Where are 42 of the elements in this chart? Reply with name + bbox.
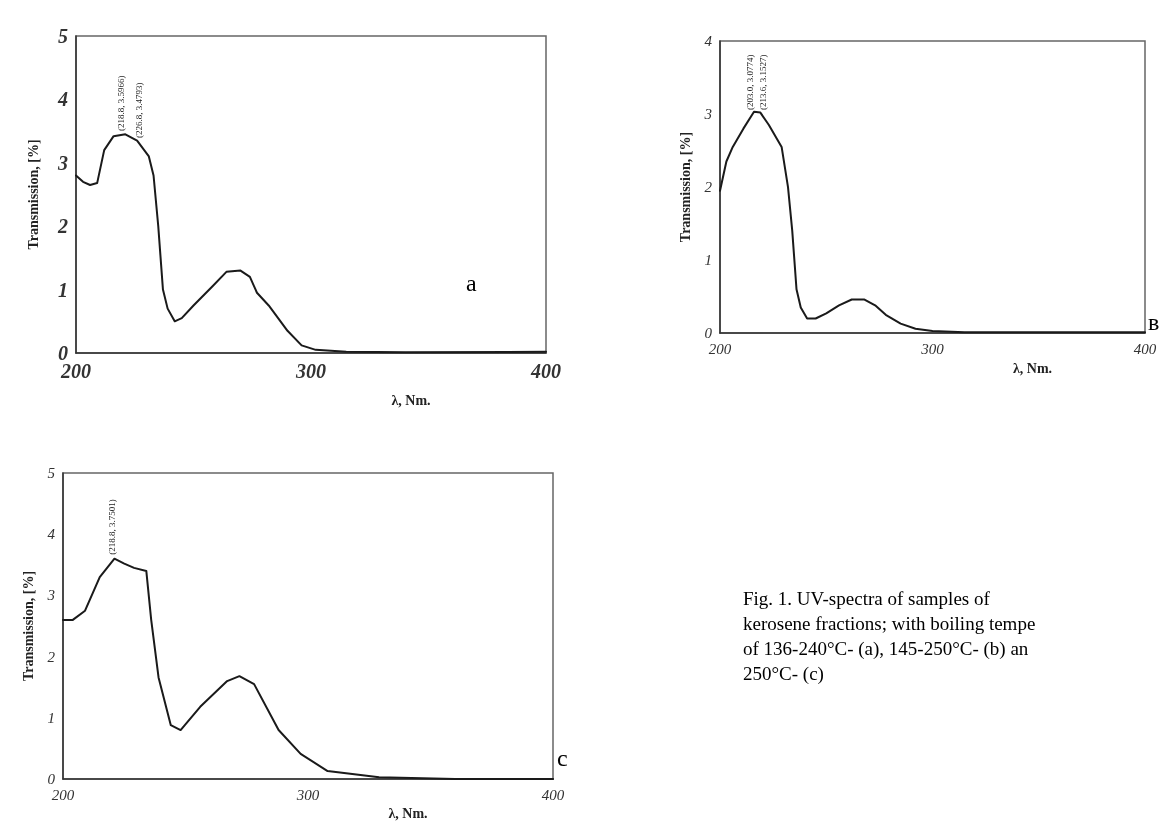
y-tick-label: 5 bbox=[58, 25, 68, 47]
y-tick-label: 0 bbox=[704, 325, 713, 342]
y-tick-label: 2 bbox=[57, 215, 68, 238]
text: c bbox=[557, 744, 568, 771]
y-tick-label: 2 bbox=[704, 179, 713, 196]
x-tick-label: 400 bbox=[1133, 340, 1157, 357]
annotation: (203.0, 3.0774) bbox=[744, 54, 755, 111]
y-axis-title: Transmission, [%] bbox=[20, 570, 36, 682]
annotation: (218.8, 3.7501) bbox=[107, 499, 117, 555]
y-tick-label: 3 bbox=[57, 151, 68, 174]
x-tick-label: 400 bbox=[530, 360, 561, 382]
annotation: (218.8, 3.5966) bbox=[115, 75, 126, 131]
y-tick-label: 1 bbox=[704, 252, 712, 269]
text: 250°C- (c) bbox=[743, 662, 825, 686]
y-tick-label: 5 bbox=[47, 465, 56, 481]
y-axis-title: Transmission, [%] bbox=[25, 139, 41, 250]
y-tick-label: 1 bbox=[58, 278, 68, 301]
y-tick-label: 1 bbox=[47, 709, 55, 726]
y-tick-label: 4 bbox=[57, 88, 68, 111]
y-tick-label: 2 bbox=[47, 648, 56, 665]
x-tick-label: 300 bbox=[920, 340, 945, 357]
text: в bbox=[1148, 309, 1160, 336]
text: of 136-240°C- (a), 145-250°C- (b) an bbox=[743, 637, 1030, 661]
y-tick-label: 4 bbox=[47, 526, 56, 543]
x-tick-label: 300 bbox=[295, 360, 326, 382]
y-tick-label: 0 bbox=[47, 771, 56, 787]
x-tick-label: 200 bbox=[708, 340, 732, 357]
y-tick-label: 4 bbox=[704, 33, 713, 49]
x-tick-label: 300 bbox=[295, 786, 320, 803]
text: kerosene fractions; with boiling tempe bbox=[743, 612, 1037, 636]
y-tick-label: 3 bbox=[46, 587, 55, 604]
annotation: (226.8, 3.4793) bbox=[134, 82, 145, 138]
x-tick-label: 200 bbox=[51, 786, 75, 803]
caption: Fig. 1. UV-spectra of samples of bbox=[743, 587, 991, 611]
y-tick-label: 3 bbox=[703, 106, 712, 123]
x-axis-title: λ, Nm. bbox=[1012, 360, 1053, 376]
y-axis-title: Transmission, [%] bbox=[677, 131, 693, 243]
x-tick-label: 400 bbox=[541, 786, 565, 803]
x-axis-title: λ, Nm. bbox=[388, 806, 428, 822]
annotation: (213.6, 3.1527) bbox=[757, 54, 768, 111]
annotation: a bbox=[466, 270, 477, 297]
x-axis-title: λ, Nm. bbox=[391, 392, 431, 408]
